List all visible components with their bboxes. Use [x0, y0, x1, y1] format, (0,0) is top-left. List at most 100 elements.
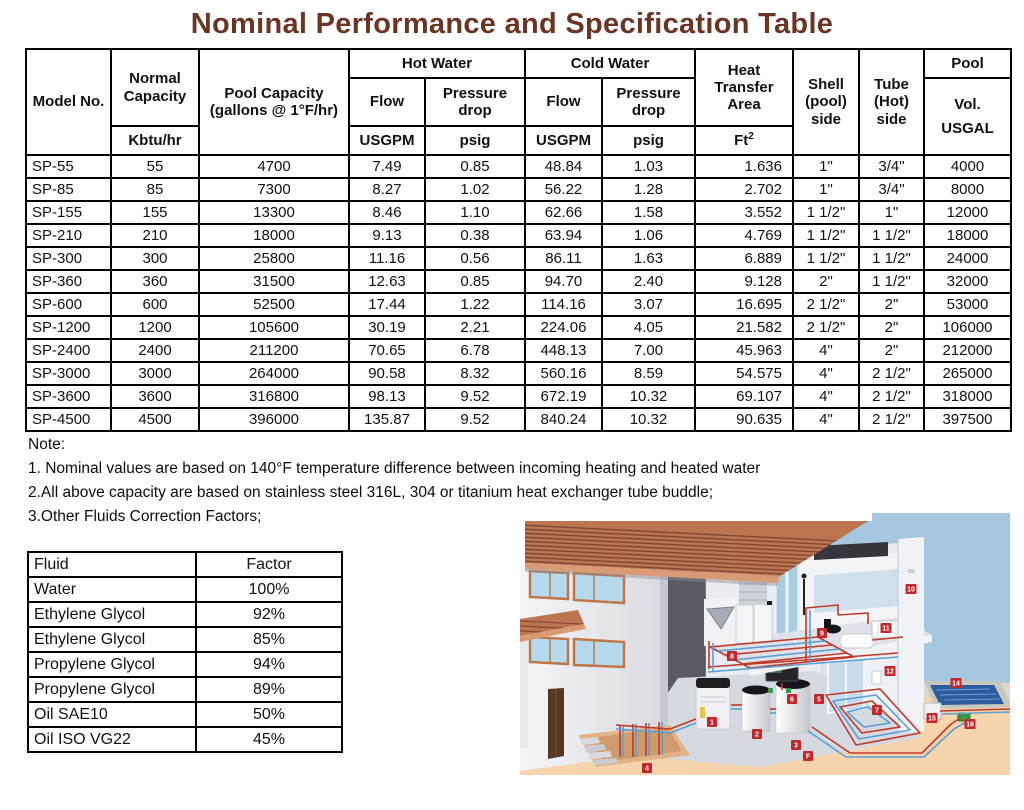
unit-kbtu: Kbtu/hr — [110, 125, 200, 156]
table-cell: 70.65 — [348, 338, 426, 363]
table-cell: 4500 — [110, 407, 200, 432]
table-cell: 0.85 — [424, 269, 526, 294]
table-cell: 1.10 — [424, 200, 526, 225]
table-cell: 2 1/2" — [792, 292, 860, 317]
table-cell: 9.52 — [424, 384, 526, 409]
table-cell: Oil ISO VG22 — [27, 726, 197, 753]
table-cell: 0.38 — [424, 223, 526, 248]
table-cell: 2" — [858, 338, 925, 363]
svg-text:F: F — [806, 754, 811, 761]
right-wall — [897, 537, 924, 733]
table-cell: 2" — [858, 292, 925, 317]
table-cell: 224.06 — [524, 315, 603, 340]
table-cell: 90.58 — [348, 361, 426, 386]
table-cell: 85% — [195, 626, 343, 653]
svg-text:12: 12 — [886, 669, 894, 676]
table-cell: 316800 — [198, 384, 350, 409]
table-cell: 265000 — [923, 361, 1012, 386]
badge-3: 3 — [791, 740, 801, 750]
table-cell: 1 1/2" — [858, 223, 925, 248]
table-cell: 1 1/2" — [858, 246, 925, 271]
table-cell: 2" — [858, 315, 925, 340]
table-row: SP-210 210 18000 9.13 0.38 63.94 1.06 4.769 1 1/… — [25, 223, 1012, 248]
table-row: Water 100% — [27, 576, 343, 603]
table-cell: 69.107 — [694, 384, 794, 409]
entry-door — [520, 640, 564, 759]
table-cell: SP-2400 — [25, 338, 112, 363]
badge-6: 6 — [787, 694, 797, 704]
table-cell: 54.575 — [694, 361, 794, 386]
table-cell: 2.40 — [601, 269, 696, 294]
table-row: SP-300 300 25800 11.16 0.56 86.11 1.63 6.889 1 1… — [25, 246, 1012, 271]
table-cell: 52500 — [198, 292, 350, 317]
table-cell: Ethylene Glycol — [27, 626, 197, 653]
table-cell: 10.32 — [601, 384, 696, 409]
table-cell: 48.84 — [524, 154, 603, 179]
table-cell: 6.889 — [694, 246, 794, 271]
table-cell: 17.44 — [348, 292, 426, 317]
table-cell: SP-155 — [25, 200, 112, 225]
table-cell: 45% — [195, 726, 343, 753]
table-cell: 2 1/2" — [792, 315, 860, 340]
badge-15: 15 — [926, 713, 938, 723]
table-cell: 1.63 — [601, 246, 696, 271]
col-header-cold-pressure-drop: Pressure drop — [601, 77, 696, 127]
table-cell: 3.552 — [694, 200, 794, 225]
table-cell: 18000 — [198, 223, 350, 248]
table-cell: 94% — [195, 651, 343, 678]
table-cell: 1" — [858, 200, 925, 225]
table-cell: 0.85 — [424, 154, 526, 179]
fluid-col-header: Fluid — [27, 551, 197, 578]
table-cell: 600 — [110, 292, 200, 317]
table-cell: 90.635 — [694, 407, 794, 432]
table-cell: 2" — [792, 269, 860, 294]
notes-block: Note: 1. Nominal values are based on 140… — [28, 433, 760, 529]
table-cell: 2.702 — [694, 177, 794, 202]
pool-vol-unit: USGAL — [941, 120, 994, 137]
unit-hot-pressure: psig — [424, 125, 526, 156]
table-cell: SP-360 — [25, 269, 112, 294]
pool-vol-label: Vol. — [954, 95, 981, 113]
table-cell: 3.07 — [601, 292, 696, 317]
table-cell: 0.56 — [424, 246, 526, 271]
table-cell: 1 1/2" — [792, 223, 860, 248]
table-cell: 55 — [110, 154, 200, 179]
table-cell: 4" — [792, 338, 860, 363]
table-cell: 1.03 — [601, 154, 696, 179]
table-cell: 672.19 — [524, 384, 603, 409]
table-cell: 4" — [792, 361, 860, 386]
table-cell: SP-1200 — [25, 315, 112, 340]
table-cell: 13300 — [198, 200, 350, 225]
table-cell: 2 1/2" — [858, 384, 925, 409]
table-cell: 8.32 — [424, 361, 526, 386]
table-cell: 31500 — [198, 269, 350, 294]
col-header-pool-volume: Vol. USGAL — [923, 77, 1012, 156]
table-cell: SP-210 — [25, 223, 112, 248]
unit-heat-area: Ft2 — [694, 125, 794, 156]
table-cell: 1.636 — [694, 154, 794, 179]
table-cell: 840.24 — [524, 407, 603, 432]
table-cell: 1.28 — [601, 177, 696, 202]
table-row: Ethylene Glycol 85% — [27, 626, 343, 653]
factor-col-header: Factor — [195, 551, 343, 578]
table-cell: Oil SAE10 — [27, 701, 197, 728]
badge-9: 9 — [817, 628, 827, 638]
table-row: SP-600 600 52500 17.44 1.22 114.16 3.07 16.695 2… — [25, 292, 1012, 317]
table-cell: 32000 — [923, 269, 1012, 294]
table-cell: 4.05 — [601, 315, 696, 340]
table-cell: SP-3000 — [25, 361, 112, 386]
table-cell: Water — [27, 576, 197, 603]
window-lower-right — [572, 637, 626, 669]
spec-table: Model No. Normal Capacity Pool Capacity … — [25, 48, 1012, 432]
badge-8: 8 — [727, 651, 737, 661]
table-cell: 11.16 — [348, 246, 426, 271]
table-cell: 448.13 — [524, 338, 603, 363]
table-cell: 4" — [792, 384, 860, 409]
table-cell: 18000 — [923, 223, 1012, 248]
badge-14: 14 — [950, 678, 962, 688]
svg-text:7: 7 — [875, 708, 879, 715]
porch-roof — [520, 610, 586, 642]
unit-cold-pressure: psig — [601, 125, 696, 156]
svg-text:4: 4 — [645, 766, 649, 773]
table-row: SP-85 85 7300 8.27 1.02 56.22 1.28 2.702 1" 3/4" 8… — [25, 177, 1012, 202]
